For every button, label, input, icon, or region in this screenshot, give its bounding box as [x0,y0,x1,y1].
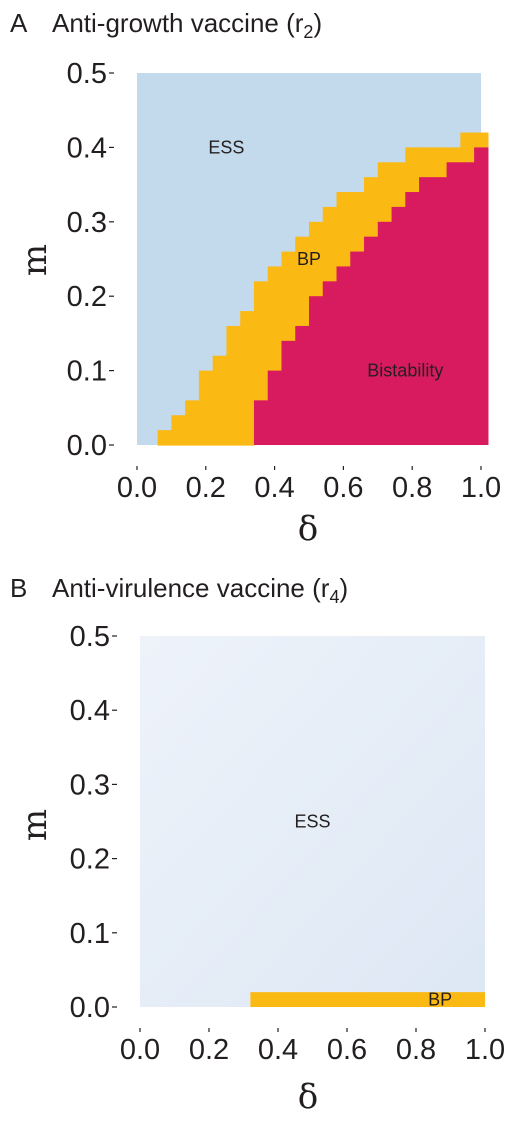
bistability-cell [377,221,393,445]
bistability-cell [391,206,406,445]
region-label-ess: ESS [208,137,244,157]
bistability-cell [364,236,379,445]
bp-cell [240,311,255,446]
bp-cell [350,192,365,253]
ess-region [140,636,485,1007]
x-tick-label: 1.0 [461,472,501,504]
panel-a-x-axis-label: δ [298,509,318,549]
bistability-cell [446,162,461,445]
region-label-ess: ESS [294,812,330,832]
x-tick-label: 0.0 [120,1034,160,1066]
bp-cell [198,370,214,446]
y-tick-label: 0.4 [67,132,107,164]
bp-region [250,992,485,1007]
bp-cell [171,415,186,446]
bistability-cell [432,177,448,445]
x-tick-label: 0.4 [254,472,294,504]
panel-b-title: Anti-virulence vaccine (r4) [52,573,348,607]
bp-cell [405,147,420,193]
x-tick-label: 0.6 [323,472,363,504]
x-tick-label: 0.2 [189,1034,229,1066]
x-tick-label: 0.2 [186,472,226,504]
panel-a-letter: A [10,8,28,38]
bp-cell [253,281,269,401]
y-tick-label: 0.0 [67,430,107,462]
bp-cell [391,162,406,208]
x-tick-label: 0.4 [258,1034,298,1066]
x-tick-label: 0.0 [117,472,157,504]
bistability-cell [460,162,475,445]
panel-b-y-axis-label: m [15,809,55,841]
bistability-cell [322,281,338,445]
bp-cell [377,162,393,223]
bistability-cell [309,296,324,445]
bp-cell [432,147,448,178]
x-tick-label: 0.8 [392,472,432,504]
region-label-bp: BP [297,249,321,269]
bistability-cell [405,192,420,445]
bistability-cell [253,400,269,445]
x-tick-label: 1.0 [465,1034,505,1066]
bistability-cell [474,147,489,445]
panel-b-axes: 0.0 0.2 0.4 0.6 0.8 1.0 0.0 0.1 0.2 0.3 0.4 0.5 [70,621,505,1066]
panel-a-y-axis-label: m [15,244,55,276]
panel-a-plot-area: ESS BP Bistability [137,73,489,446]
bp-cell [226,325,241,446]
bistability-cell [281,340,296,445]
y-tick-label: 0.4 [70,695,110,727]
panel-b-x-axis-label: δ [298,1077,318,1117]
panel-b-letter: B [10,573,27,603]
bp-cell [185,400,200,446]
bp-cell [295,236,310,327]
bistability-cell [267,370,283,445]
y-tick-label: 0.0 [70,992,110,1024]
bp-cell [212,355,228,446]
bp-cell [281,251,296,342]
bp-cell [446,147,461,163]
x-tick-label: 0.6 [327,1034,367,1066]
panel-a-title: Anti-growth vaccine (r2) [52,8,322,42]
y-tick-label: 0.1 [67,356,107,388]
bistability-cell [350,251,365,445]
bp-cell [364,177,379,238]
y-tick-label: 0.3 [67,207,107,239]
region-label-bp: BP [428,990,452,1010]
bp-cell [322,206,338,282]
panel-b-plot-area: ESS BP [140,636,485,1010]
y-tick-label: 0.5 [70,621,110,653]
panel-a-axes: 0.0 0.2 0.4 0.6 0.8 1.0 0.0 0.1 0.2 0.3 0.4 0.5 [67,58,501,504]
y-tick-label: 0.2 [70,844,110,876]
bistability-cell [295,325,310,445]
bp-cell [309,221,324,297]
y-tick-label: 0.2 [67,281,107,313]
region-label-bistability: Bistability [367,361,443,381]
bp-cell [474,132,489,148]
panel-a: A Anti-growth vaccine (r2) ESS BP Bistabil… [10,8,501,549]
y-tick-label: 0.1 [70,918,110,950]
bp-cell [157,430,172,446]
y-tick-label: 0.5 [67,58,107,90]
bistability-cell [419,177,434,445]
bistability-cell [336,266,351,445]
bp-cell [336,192,351,268]
bp-cell [460,132,475,163]
bp-cell [267,266,283,372]
bp-cell [419,147,434,178]
y-tick-label: 0.3 [70,769,110,801]
x-tick-label: 0.8 [396,1034,436,1066]
